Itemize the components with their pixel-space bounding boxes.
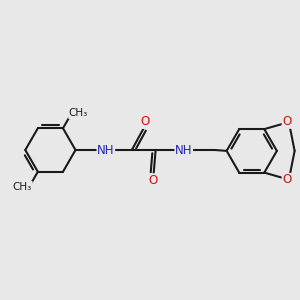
Text: O: O (140, 116, 149, 128)
Text: O: O (282, 173, 292, 187)
Text: NH: NH (97, 143, 115, 157)
Text: O: O (282, 115, 292, 128)
Text: CH₃: CH₃ (13, 182, 32, 192)
Text: CH₃: CH₃ (69, 108, 88, 118)
Text: O: O (149, 174, 158, 187)
Text: NH: NH (175, 143, 193, 157)
